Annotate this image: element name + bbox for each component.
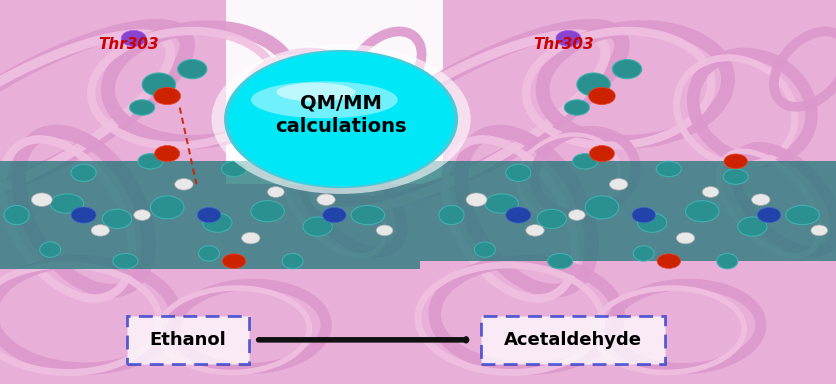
Ellipse shape: [121, 30, 146, 46]
Ellipse shape: [199, 246, 219, 261]
Ellipse shape: [506, 207, 531, 223]
Bar: [0, 161, 420, 269]
Ellipse shape: [197, 207, 221, 223]
Ellipse shape: [155, 146, 180, 162]
Ellipse shape: [585, 196, 619, 219]
Ellipse shape: [222, 161, 247, 177]
FancyBboxPatch shape: [481, 316, 665, 364]
Ellipse shape: [485, 194, 518, 213]
Ellipse shape: [568, 210, 585, 220]
Ellipse shape: [716, 253, 738, 269]
Ellipse shape: [548, 253, 573, 269]
Ellipse shape: [39, 242, 61, 257]
Ellipse shape: [676, 232, 695, 244]
Text: Ethanol: Ethanol: [150, 331, 227, 349]
Ellipse shape: [91, 225, 110, 236]
Ellipse shape: [786, 205, 819, 225]
Ellipse shape: [277, 83, 355, 101]
Ellipse shape: [589, 88, 615, 104]
Ellipse shape: [222, 254, 246, 268]
Ellipse shape: [752, 194, 770, 205]
Text: QM/MM
calculations: QM/MM calculations: [275, 94, 407, 136]
Ellipse shape: [634, 246, 655, 261]
Ellipse shape: [142, 73, 176, 96]
Ellipse shape: [212, 44, 471, 194]
Ellipse shape: [224, 50, 458, 188]
Ellipse shape: [32, 193, 52, 207]
Ellipse shape: [303, 217, 332, 236]
Ellipse shape: [657, 254, 681, 268]
Ellipse shape: [130, 100, 155, 115]
Text: Acetaldehyde: Acetaldehyde: [503, 331, 642, 349]
Ellipse shape: [612, 60, 642, 79]
Ellipse shape: [103, 209, 132, 228]
Ellipse shape: [323, 207, 346, 223]
Ellipse shape: [702, 187, 719, 197]
Ellipse shape: [656, 161, 681, 177]
Ellipse shape: [175, 179, 193, 190]
Ellipse shape: [150, 196, 184, 219]
Bar: [420, 161, 836, 261]
Ellipse shape: [288, 169, 314, 184]
Ellipse shape: [134, 210, 150, 220]
Ellipse shape: [526, 225, 544, 236]
Ellipse shape: [556, 30, 581, 46]
Ellipse shape: [228, 52, 454, 186]
Ellipse shape: [251, 200, 284, 222]
Bar: [226, 0, 443, 184]
Ellipse shape: [724, 154, 747, 169]
Ellipse shape: [242, 232, 260, 244]
Ellipse shape: [50, 194, 84, 213]
Ellipse shape: [573, 154, 598, 169]
Ellipse shape: [723, 169, 748, 184]
Ellipse shape: [474, 242, 495, 257]
Ellipse shape: [564, 100, 589, 115]
Ellipse shape: [811, 225, 828, 236]
Ellipse shape: [466, 193, 487, 207]
Ellipse shape: [268, 187, 284, 197]
Ellipse shape: [577, 73, 610, 96]
Ellipse shape: [506, 164, 531, 182]
Ellipse shape: [376, 225, 393, 236]
Ellipse shape: [609, 179, 628, 190]
Ellipse shape: [154, 88, 181, 104]
Ellipse shape: [439, 205, 464, 225]
Ellipse shape: [203, 213, 232, 232]
Ellipse shape: [71, 207, 96, 223]
FancyBboxPatch shape: [127, 316, 249, 364]
Ellipse shape: [757, 207, 781, 223]
Ellipse shape: [737, 217, 767, 236]
Ellipse shape: [289, 154, 313, 169]
Ellipse shape: [317, 194, 335, 205]
Ellipse shape: [351, 205, 385, 225]
Ellipse shape: [686, 200, 719, 222]
Ellipse shape: [138, 154, 163, 169]
Text: Thr303: Thr303: [533, 36, 594, 52]
Ellipse shape: [589, 146, 614, 162]
Ellipse shape: [71, 164, 96, 182]
Ellipse shape: [113, 253, 138, 269]
Ellipse shape: [537, 209, 567, 228]
Ellipse shape: [282, 253, 303, 269]
Ellipse shape: [177, 60, 207, 79]
Ellipse shape: [638, 213, 667, 232]
Ellipse shape: [4, 205, 29, 225]
Ellipse shape: [632, 207, 655, 223]
Text: Thr303: Thr303: [99, 36, 160, 52]
Ellipse shape: [251, 81, 398, 118]
